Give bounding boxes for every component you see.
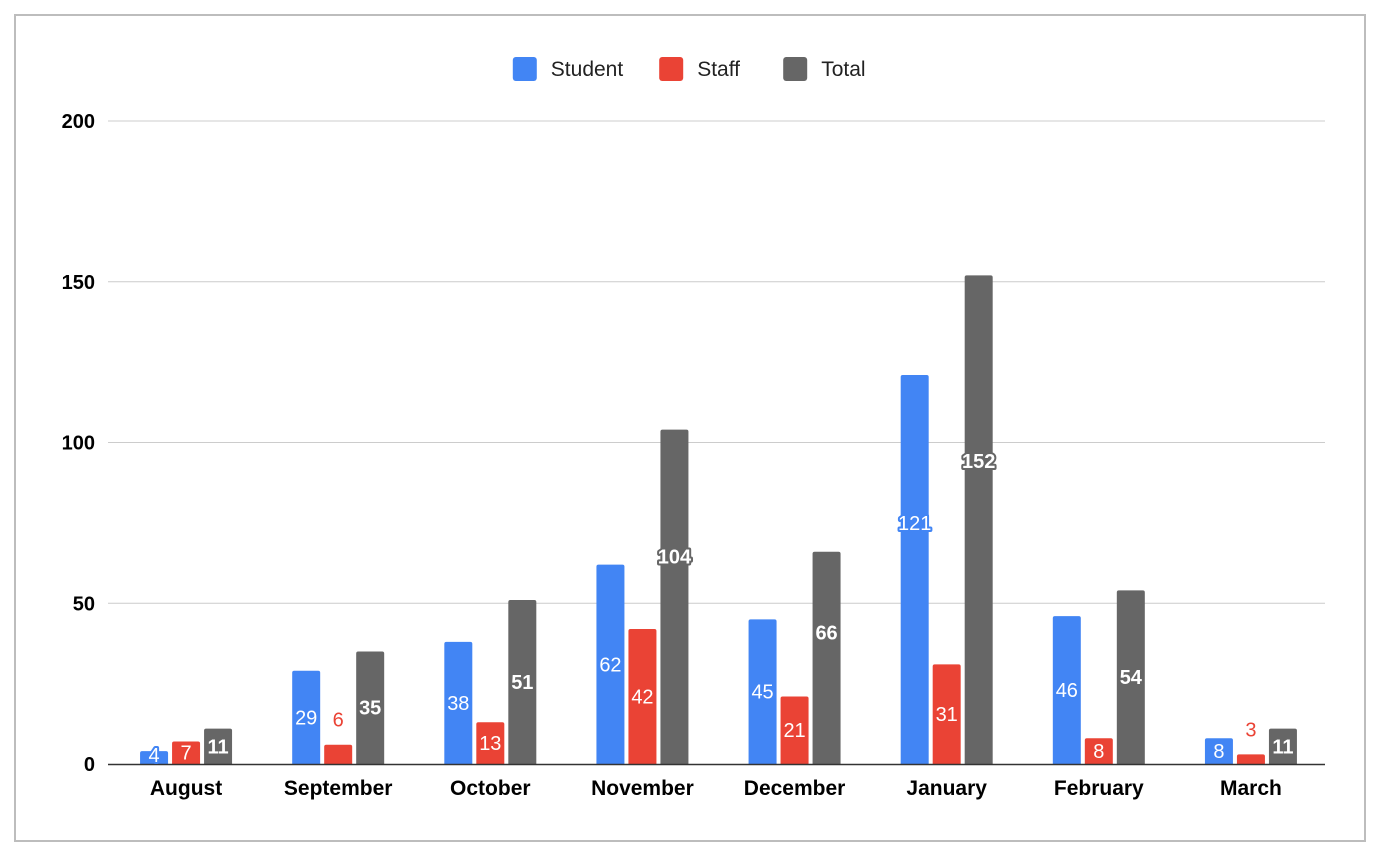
data-label-student-october: 38 (447, 693, 469, 715)
data-label-staff-december: 21 (783, 720, 805, 742)
data-label-student-january: 121 (898, 513, 931, 535)
data-label-staff-november: 42 (631, 686, 653, 708)
data-label-total-september: 35 (359, 698, 381, 720)
bar-staff-august (172, 741, 201, 764)
bar-student-november (596, 564, 625, 764)
bar-staff-march (1236, 754, 1265, 764)
data-label-total-october: 51 (511, 672, 533, 694)
bar-student-september (292, 670, 321, 764)
x-category-label: December (744, 777, 846, 800)
y-tick-label: 100 (62, 433, 95, 455)
gridlines (108, 120, 1325, 604)
data-label-staff-september: 6 (333, 710, 344, 732)
data-label-staff-february: 8 (1093, 741, 1104, 763)
bar-total-november (660, 429, 689, 764)
bar-total-august (204, 728, 233, 764)
legend-swatch-student (512, 57, 537, 81)
data-label-student-september: 29 (295, 707, 317, 729)
x-category-label: November (591, 777, 694, 800)
data-label-total-december: 66 (815, 622, 837, 644)
y-tick-label: 0 (84, 754, 95, 776)
y-tick-label: 50 (73, 593, 95, 615)
bar-total-january (964, 275, 993, 764)
legend: Student Staff Total (512, 57, 866, 81)
bar-staff-november (628, 628, 657, 764)
x-category-label: March (1220, 777, 1282, 800)
bar-staff-february (1084, 738, 1113, 764)
bar-student-march (1204, 738, 1233, 764)
legend-swatch-staff (659, 57, 684, 81)
data-label-total-november: 104 (658, 547, 692, 569)
data-label-total-march: 11 (1272, 736, 1293, 758)
data-label-student-february: 46 (1056, 680, 1078, 702)
data-label-staff-january: 31 (936, 704, 958, 726)
data-label-total-january: 152 (962, 451, 995, 473)
legend-swatch-total (783, 57, 808, 81)
data-label-student-november: 62 (599, 654, 621, 676)
data-label-total-august: 11 (207, 736, 228, 758)
x-category-label: August (150, 777, 222, 800)
bar-student-october (444, 641, 473, 764)
bar-total-september (356, 651, 385, 764)
bars (140, 275, 1297, 764)
bar-staff-january (932, 664, 961, 764)
x-axis-category-labels: August September October November December Ja… (150, 777, 1282, 800)
data-label-student-december: 45 (751, 682, 773, 704)
x-category-label: February (1054, 777, 1144, 800)
legend-label-staff: Staff (697, 58, 740, 81)
legend-label-total: Total (821, 58, 865, 81)
y-axis-tick-labels: 0 50 100 150 200 (62, 111, 95, 776)
bar-student-february (1052, 616, 1081, 764)
data-label-staff-october: 13 (479, 733, 501, 755)
data-label-student-august: 4 (149, 745, 160, 767)
x-category-label: September (284, 777, 393, 800)
data-label-staff-march: 3 (1245, 719, 1256, 741)
y-tick-label: 200 (62, 111, 95, 133)
bar-staff-september (324, 744, 353, 764)
bar-student-december (748, 619, 777, 764)
y-tick-label: 150 (62, 272, 95, 294)
data-label-staff-august: 7 (181, 743, 192, 765)
bar-total-october (508, 600, 537, 764)
bar-staff-december (780, 696, 809, 764)
bar-total-february (1116, 590, 1145, 764)
bar-staff-october (476, 722, 505, 764)
bar-student-january (900, 374, 929, 764)
x-category-label: January (906, 777, 987, 800)
legend-label-student: Student (551, 58, 624, 81)
bar-total-march (1268, 728, 1297, 764)
x-category-label: October (450, 777, 531, 800)
bar-total-december (812, 551, 841, 764)
bar-student-august (140, 751, 169, 764)
data-label-student-march: 8 (1213, 741, 1224, 763)
data-label-total-february: 54 (1120, 667, 1143, 689)
